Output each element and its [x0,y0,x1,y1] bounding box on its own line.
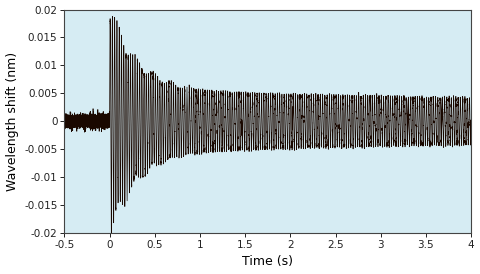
Y-axis label: Wavelength shift (nm): Wavelength shift (nm) [6,52,19,191]
X-axis label: Time (s): Time (s) [242,255,293,269]
